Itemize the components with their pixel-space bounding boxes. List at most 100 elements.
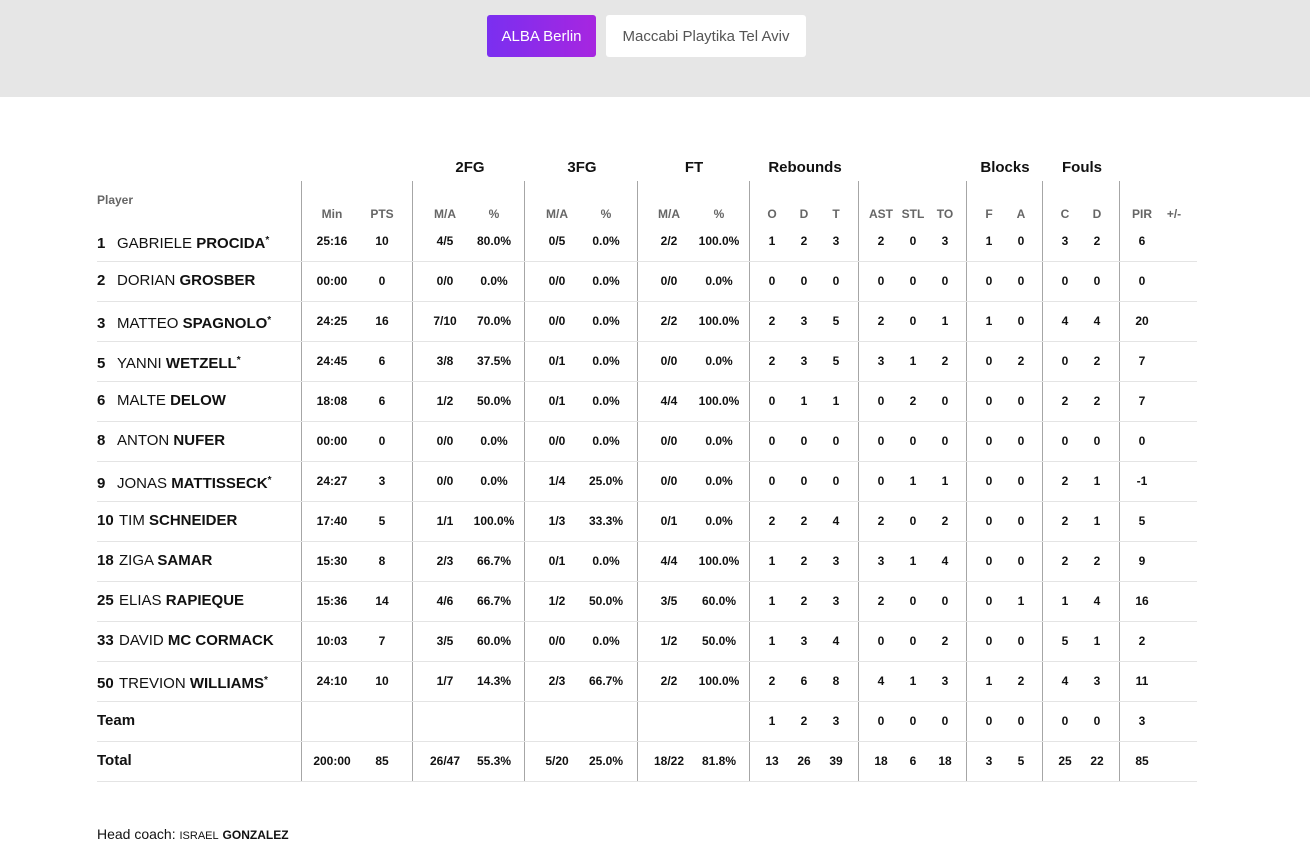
stat-pts: 8 (378, 554, 386, 568)
col-header-pir: PIR (1131, 207, 1152, 221)
stat-2fg-ma: 1/7 (436, 674, 454, 688)
player-row[interactable]: 6 MALTE DELOW 18:08 6 1/2 50.0% 0/1 0.0% 4/4 100.… (0, 381, 1310, 421)
tab-alba-berlin[interactable]: ALBA Berlin (487, 15, 596, 57)
player-row[interactable]: 9 JONAS MATTISSECK* 24:27 3 0/0 0.0% 1/4 25.0% 0… (0, 461, 1310, 501)
stat-3fg-ma: 1/4 (548, 474, 566, 488)
player-number: 10 (97, 512, 114, 529)
stat-2fg-ma: 1/1 (436, 514, 454, 528)
stat-stl: 1 (909, 354, 917, 368)
stat-blk-f: 0 (985, 594, 993, 608)
stat-reb-d: 3 (800, 354, 808, 368)
stat-to: 1 (941, 474, 949, 488)
stat-stl: 0 (909, 274, 917, 288)
player-row[interactable]: 18 ZIGA SAMAR 15:30 8 2/3 66.7% 0/1 0.0% 4/4 100.… (0, 541, 1310, 581)
stat-2fg-pct: 60.0% (476, 634, 512, 648)
player-first-name: MALTE (117, 392, 166, 409)
player-last-name: PROCIDA (196, 235, 266, 252)
player-name[interactable]: 2 DORIAN GROSBER (97, 261, 255, 301)
player-row[interactable]: 50 TREVION WILLIAMS* 24:10 10 1/7 14.3% 2/3 66.… (0, 661, 1310, 701)
stat-plus-minus (1139, 461, 1209, 501)
stat-reb-o: 13 (765, 754, 779, 768)
group-header-2fg: 2FG (455, 159, 485, 176)
stat-min: 10:03 (316, 634, 348, 648)
stat-3fg-pct: 33.3% (588, 514, 624, 528)
row-divider (97, 621, 1197, 622)
stat-min: 00:00 (316, 434, 348, 448)
stat-reb-t: 3 (832, 714, 840, 728)
row-divider (97, 741, 1197, 742)
stat-to: 2 (941, 514, 949, 528)
stat-3fg-ma: 0/1 (548, 394, 566, 408)
stat-plus-minus (1139, 221, 1209, 261)
player-last-name: SPAGNOLO (182, 315, 268, 332)
stat-stl: 0 (909, 634, 917, 648)
stat-reb-t: 5 (832, 314, 840, 328)
stat-3fg-pct: 0.0% (592, 274, 620, 288)
stat-pir: 11 (1135, 674, 1149, 688)
stat-blk-a: 0 (1017, 714, 1025, 728)
player-first-name: YANNI (117, 355, 162, 372)
player-name[interactable]: 6 MALTE DELOW (97, 381, 226, 421)
player-name[interactable]: 33 DAVID MC CORMACK (97, 621, 274, 661)
player-row[interactable]: 10 TIM SCHNEIDER 17:40 5 1/1 100.0% 1/3 33.3% 0/… (0, 501, 1310, 541)
stat-pts: 0 (378, 434, 386, 448)
stat-ft-pct: 60.0% (701, 594, 737, 608)
stat-fouls-d: 2 (1093, 554, 1101, 568)
col-header-2fg-pct: % (488, 207, 500, 221)
stat-pir: -1 (1136, 474, 1148, 488)
stat-ft-pct: 100.0% (698, 394, 740, 408)
player-row[interactable]: 5 YANNI WETZELL* 24:45 6 3/8 37.5% 0/1 0.0% 0/0 0… (0, 341, 1310, 381)
stat-3fg-ma: 0/0 (548, 434, 566, 448)
stat-3fg-ma: 1/2 (548, 594, 566, 608)
stat-plus-minus (1139, 501, 1209, 541)
stat-blk-f: 0 (985, 514, 993, 528)
player-number: 9 (97, 475, 106, 492)
tab-maccabi-tel-aviv[interactable]: Maccabi Playtika Tel Aviv (606, 15, 806, 57)
player-name[interactable]: 25 ELIAS RAPIEQUE (97, 581, 244, 621)
stat-fouls-c: 0 (1061, 274, 1069, 288)
player-row[interactable]: 1 GABRIELE PROCIDA* 25:16 10 4/5 80.0% 0/5 0.0%… (0, 221, 1310, 261)
player-row[interactable]: 33 DAVID MC CORMACK 10:03 7 3/5 60.0% 0/0 0.0% 1… (0, 621, 1310, 661)
stat-3fg-ma: 1/3 (548, 514, 566, 528)
player-row[interactable]: 3 MATTEO SPAGNOLO* 24:25 16 7/10 70.0% 0/0 0.0%… (0, 301, 1310, 341)
stat-ft-ma: 2/2 (660, 234, 678, 248)
stat-2fg-ma: 4/5 (436, 234, 454, 248)
stat-plus-minus (1139, 381, 1209, 421)
stat-ft-ma: 4/4 (660, 554, 678, 568)
player-name[interactable]: 3 MATTEO SPAGNOLO* (97, 301, 271, 341)
player-name[interactable]: 9 JONAS MATTISSECK* (97, 461, 271, 501)
stat-reb-o: 1 (768, 634, 776, 648)
col-header-3fg-pct: % (600, 207, 612, 221)
group-header-fouls: Fouls (1062, 159, 1102, 176)
stat-reb-o: 1 (768, 594, 776, 608)
stat-plus-minus (1139, 581, 1209, 621)
player-row[interactable]: 25 ELIAS RAPIEQUE 15:36 14 4/6 66.7% 1/2 50.0% 3… (0, 581, 1310, 621)
player-name[interactable]: 1 GABRIELE PROCIDA* (97, 221, 269, 261)
stat-to: 18 (938, 754, 952, 768)
stat-fouls-d: 4 (1093, 314, 1101, 328)
stat-plus-minus (1139, 421, 1209, 461)
stat-reb-o: 2 (768, 674, 776, 688)
stat-reb-d: 2 (800, 234, 808, 248)
row-divider (97, 501, 1197, 502)
player-row[interactable]: 2 DORIAN GROSBER 00:00 0 0/0 0.0% 0/0 0.0% 0/0 0.… (0, 261, 1310, 301)
player-name[interactable]: 50 TREVION WILLIAMS* (97, 661, 268, 701)
player-name[interactable]: 5 YANNI WETZELL* (97, 341, 241, 381)
player-row[interactable]: 8 ANTON NUFER 00:00 0 0/0 0.0% 0/0 0.0% 0/0 0.0% 0… (0, 421, 1310, 461)
stat-min: 24:25 (316, 314, 348, 328)
stat-stl: 0 (909, 514, 917, 528)
stat-pts: 0 (378, 274, 386, 288)
player-first-name: JONAS (117, 475, 168, 492)
player-name[interactable]: 18 ZIGA SAMAR (97, 541, 212, 581)
stat-reb-t: 8 (832, 674, 840, 688)
stat-blk-f: 0 (985, 434, 993, 448)
stat-ft-ma: 2/2 (660, 314, 678, 328)
stat-ft-pct: 100.0% (698, 314, 740, 328)
stat-to: 3 (941, 674, 949, 688)
stat-2fg-pct: 55.3% (476, 754, 512, 768)
stat-2fg-ma: 0/0 (436, 274, 454, 288)
stat-blk-a: 0 (1017, 394, 1025, 408)
player-name[interactable]: 8 ANTON NUFER (97, 421, 225, 461)
player-name[interactable]: 10 TIM SCHNEIDER (97, 501, 237, 541)
head-coach: Head coach: ISRAEL GONZALEZ (97, 826, 289, 842)
